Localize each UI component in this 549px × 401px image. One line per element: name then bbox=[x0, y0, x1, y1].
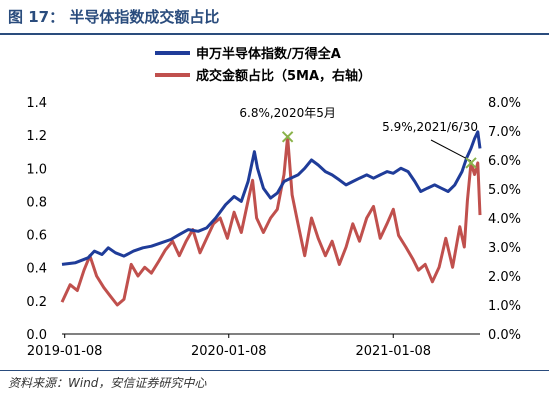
left-y-tick-label: 0.4 bbox=[26, 262, 47, 277]
right-y-tick-label: 2.0% bbox=[488, 270, 521, 285]
x-tick-label: 2020-01-08 bbox=[191, 344, 267, 359]
series-line-index-ratio bbox=[61, 130, 482, 266]
annotation-layer: 6.8%,2020年5月 5.9%,2021/6/30 bbox=[239, 106, 478, 169]
right-y-tick-label: 6.0% bbox=[488, 154, 521, 169]
chart-svg: 申万半导体指数/万得全A 成交金额占比（5MA，右轴） 2019-01-08 20… bbox=[26, 46, 521, 359]
annotation-marker-peak-2020 bbox=[281, 131, 294, 143]
right-y-tick-label: 1.0% bbox=[488, 299, 521, 314]
x-tick-label: 2021-01-08 bbox=[355, 344, 431, 359]
left-y-tick-label: 0.0 bbox=[26, 328, 47, 343]
annotation-leader-2021 bbox=[430, 139, 472, 162]
left-y-tick-label: 1.2 bbox=[26, 129, 47, 144]
annotation-label-peak-2020: 6.8%,2020年5月 bbox=[239, 106, 335, 120]
x-tick-label: 2019-01-08 bbox=[27, 344, 103, 359]
left-y-tick-label: 1.4 bbox=[26, 96, 47, 111]
right-y-tick-label: 7.0% bbox=[488, 125, 521, 140]
series-layer bbox=[60, 130, 482, 307]
legend: 申万半导体指数/万得全A 成交金额占比（5MA，右轴） bbox=[155, 46, 371, 84]
left-y-tick-label: 0.2 bbox=[26, 295, 47, 310]
series-line-turnover-share bbox=[60, 135, 482, 307]
source-note: 资料来源：Wind，安信证券研究中心 bbox=[8, 376, 207, 390]
right-y-tick-label: 0.0% bbox=[488, 328, 521, 343]
figure-title: 图 17： 半导体指数成交额占比 bbox=[8, 8, 220, 26]
right-y-tick-label: 8.0% bbox=[488, 96, 521, 111]
right-y-tick-label: 4.0% bbox=[488, 212, 521, 227]
axes: 2019-01-08 2020-01-08 2021-01-08 0.0 0.2 0.4 0… bbox=[26, 96, 521, 359]
annotation-marker-2021 bbox=[465, 157, 477, 169]
left-y-tick-label: 1.0 bbox=[26, 162, 47, 177]
legend-label-index-ratio: 申万半导体指数/万得全A bbox=[196, 46, 341, 62]
annotation-label-2021: 5.9%,2021/6/30 bbox=[382, 120, 478, 134]
left-y-tick-label: 0.6 bbox=[26, 229, 47, 244]
title-rule bbox=[0, 33, 549, 35]
legend-label-turnover-share: 成交金额占比（5MA，右轴） bbox=[196, 68, 371, 84]
right-y-tick-label: 5.0% bbox=[488, 183, 521, 198]
left-y-tick-label: 0.8 bbox=[26, 195, 47, 210]
source-rule bbox=[0, 370, 549, 371]
right-y-tick-label: 3.0% bbox=[488, 241, 521, 256]
